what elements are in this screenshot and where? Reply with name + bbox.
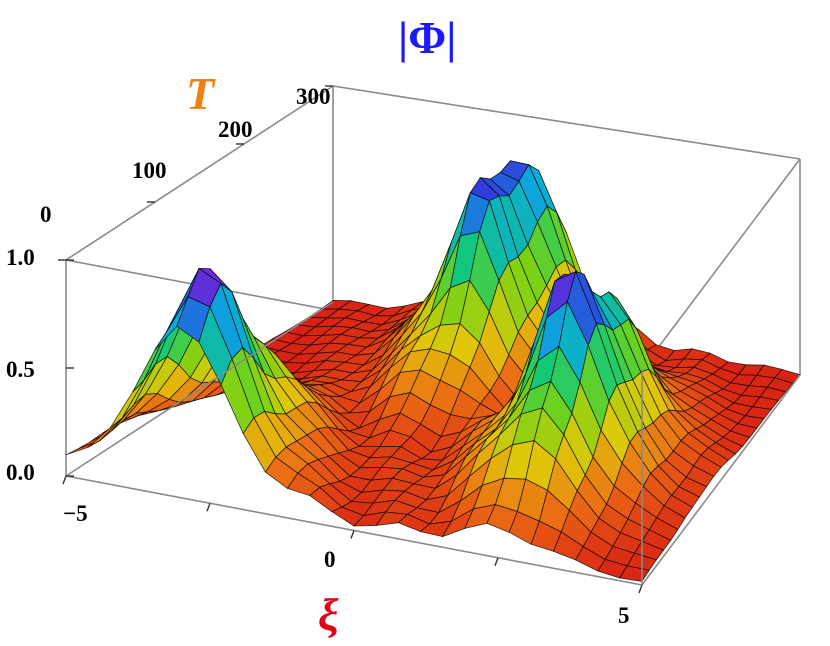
x-axis-label: ξ [318,589,339,640]
y-tick-label: 300 [296,84,331,109]
x-tick-label: 0 [324,547,336,572]
axis-tick [494,557,499,566]
chart-title: |Φ| [398,12,456,63]
bounding-box-front [58,85,801,594]
x-tick-label: 5 [618,603,630,628]
axis-tick [350,530,355,539]
z-tick-label: 0.0 [6,460,35,485]
z-tick-label: 0.5 [6,357,35,382]
surface-mesh [65,160,801,582]
y-tick-label: 200 [218,117,253,142]
y-axis-label: T [186,68,216,119]
z-tick-label: 1.0 [6,245,35,270]
x-tick-label: −5 [63,501,88,526]
box-edge [641,158,801,370]
axis-tick [62,475,67,485]
y-tick-label: 100 [132,158,167,183]
box-edge [332,85,801,160]
y-tick-label: 0 [40,202,52,227]
axis-tick [638,584,643,594]
box-edge [65,85,334,261]
axis-tick [206,503,211,512]
box-edge [65,301,334,477]
box-edge [641,374,801,586]
